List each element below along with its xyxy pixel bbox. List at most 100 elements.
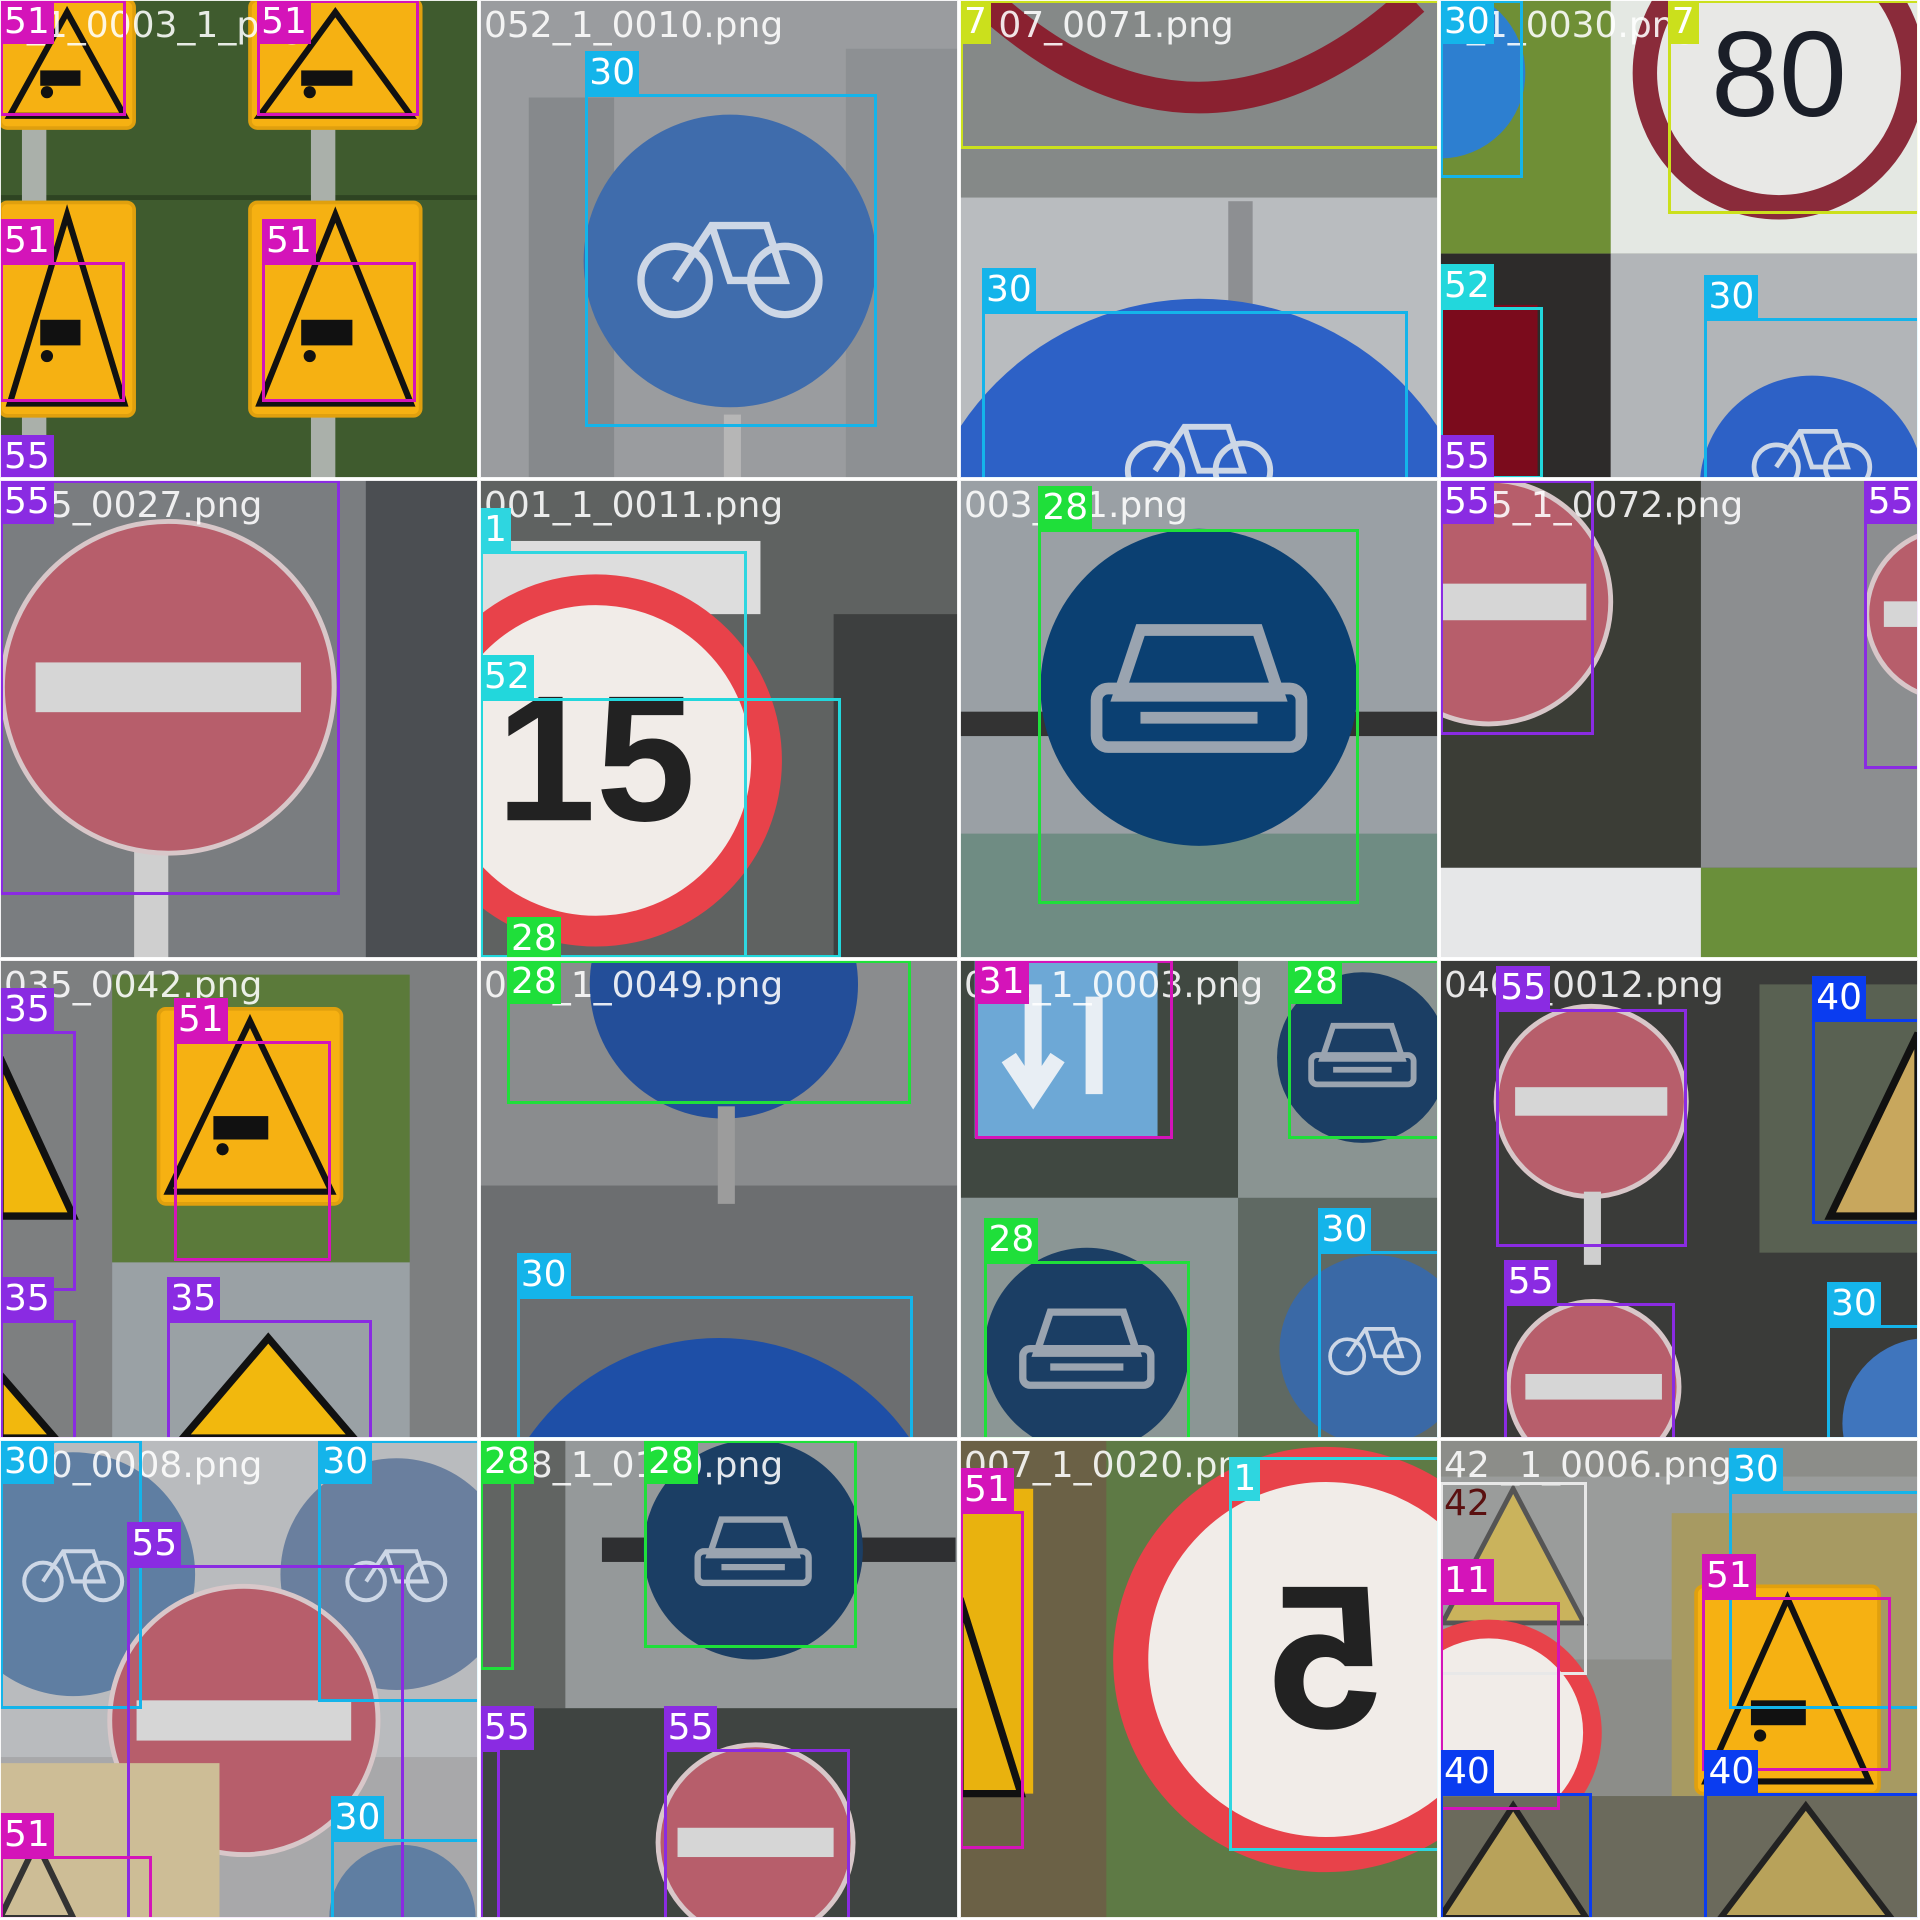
tile-filename: 007_1_0020.png	[964, 1445, 1264, 1486]
warning-sign-icon	[1824, 1031, 1918, 1220]
mosaic-tile: 028_1_0110.png 28 28 55 55	[480, 1440, 958, 1918]
tile-filename: 040 l_0012.png	[1444, 965, 1724, 1006]
detection-box: 51	[257, 0, 419, 117]
detection-class-label: 28	[1288, 960, 1342, 1004]
detection-box: 55	[127, 1521, 405, 1918]
detection-class-label: 30	[1826, 1281, 1881, 1326]
detection-box: 52	[480, 654, 842, 958]
detection-box: 30	[330, 1796, 478, 1918]
detection-box: 28	[1038, 485, 1360, 904]
warning-sign-icon	[1694, 1584, 1881, 1796]
detection-box: 30	[1826, 1281, 1918, 1438]
mosaic-tile: 15 001_1_0011.png 1 52 28	[480, 480, 958, 958]
scene-photo	[1440, 1440, 1918, 1918]
detection-class-label: 35	[0, 988, 54, 1033]
bicycle-icon	[1124, 423, 1274, 478]
blue-round-sign-icon	[1842, 1338, 1918, 1438]
detection-class-label: 42	[1444, 1482, 1490, 1524]
mosaic-tile: 055_0027.png 55	[0, 480, 478, 958]
mosaic-tile: 5 007_1_0020.png 51 1	[960, 1440, 1438, 1918]
car-icon	[694, 1516, 812, 1587]
detection-box: 28	[644, 1440, 858, 1649]
detection-class-label: 51	[0, 0, 54, 44]
bicycle-icon	[637, 221, 823, 319]
detection-class-label: 35	[166, 1277, 221, 1321]
detection-box: 30	[982, 268, 1409, 478]
bicycle-icon	[1751, 428, 1873, 478]
detection-box: 30	[516, 1252, 914, 1438]
detection-class-label: 51	[262, 219, 316, 264]
warning-sign-icon	[156, 1006, 344, 1206]
car-icon	[1019, 1308, 1155, 1389]
detection-box: 52	[1440, 264, 1543, 478]
detection-box: 40	[1704, 1749, 1918, 1918]
detection-class-label: 30	[585, 51, 640, 96]
detection-class-label: 1	[480, 508, 511, 553]
scene-photo	[960, 0, 1438, 478]
detection-class-label: 55	[0, 434, 54, 478]
detection-class-label: 28	[1038, 485, 1093, 530]
detection-class-label: 55	[1496, 965, 1551, 1010]
detection-box: 1	[1229, 1457, 1438, 1852]
speed-limit-sign-icon: 15	[480, 574, 782, 947]
detection-class-label: 28	[480, 1440, 534, 1484]
detection-box: 55	[1440, 480, 1595, 735]
detection-box: 30	[318, 1440, 478, 1703]
detection-box: 55	[1496, 965, 1688, 1247]
tile-filename: 052_1_0010.png	[484, 5, 784, 46]
mosaic-tile: 040 l_0012.png 55 40 55 30	[1440, 960, 1918, 1438]
detection-class-label: 30	[982, 268, 1036, 313]
detection-class-label: 30	[516, 1252, 571, 1297]
detection-box: 51	[1702, 1553, 1891, 1771]
tile-filename: 42 _1_0006.png	[1444, 1445, 1732, 1486]
mosaic-tile: 028_1_0049.png 28 30	[480, 960, 958, 1438]
detection-box: 28	[984, 1218, 1191, 1438]
detection-class-label: 31	[974, 960, 1029, 1004]
detection-class-label: 55	[1440, 434, 1494, 478]
detection-box: 51	[173, 997, 331, 1262]
tile-filename: 1_1_0003_1_png	[4, 5, 305, 46]
car-icon	[1308, 1022, 1417, 1088]
detection-class-label: 51	[257, 0, 311, 44]
detection-box: 30	[585, 51, 877, 428]
mosaic-tile: 7 07_0071.png 7 30	[960, 0, 1438, 478]
detection-class-label: 51	[960, 1468, 1014, 1513]
detection-class-label: 55	[663, 1705, 718, 1750]
detection-box: 30	[0, 1440, 143, 1710]
detection-box: 30	[1317, 1208, 1438, 1438]
mosaic-tile: 030_0008.png 30 30 55 51 30	[0, 1440, 478, 1918]
mosaic-tile: 055_1_0072.png 55 55	[1440, 480, 1918, 958]
detection-class-label: 52	[1440, 264, 1494, 309]
detection-box: 40	[1440, 1749, 1592, 1918]
detection-class-label: 30	[0, 1440, 54, 1484]
detection-class-label: 40	[1812, 975, 1867, 1020]
detection-box: 55	[480, 1705, 534, 1918]
detection-class-label: 40	[1440, 1749, 1494, 1794]
detection-box: 28	[506, 960, 912, 1105]
detection-class-label: 30	[330, 1796, 385, 1841]
mosaic-tile: 031_1_0003.png 31 28 28 30	[960, 960, 1438, 1438]
detection-class-label: 35	[0, 1277, 54, 1321]
blue-round-sign-icon	[583, 114, 877, 408]
speed-limit-sign-icon: 5	[1113, 1446, 1438, 1873]
detection-box: 55	[0, 480, 341, 896]
no-entry-sign-icon	[1440, 480, 1614, 727]
svg-text:5: 5	[1269, 1544, 1383, 1772]
detection-class-label: 28	[506, 960, 561, 1004]
detection-class-label: 55	[127, 1521, 182, 1566]
detection-box: 11	[1440, 1558, 1560, 1810]
svg-text:80: 80	[1711, 6, 1847, 142]
mosaic-tile: 42 _1_0006.png 42 30 11 51 40 40	[1440, 1440, 1918, 1918]
mosaic-tile: 052_1_0010.png 30	[480, 0, 958, 478]
detection-box: 31	[974, 960, 1174, 1139]
scene-photo	[1440, 480, 1918, 958]
mosaic-tile: 80 0_1_0030.png 30 7 52 55 30	[1440, 0, 1918, 478]
bicycle-icon	[345, 1549, 448, 1603]
no-entry-sign-icon	[1505, 1299, 1682, 1438]
detection-box: 40	[1812, 975, 1918, 1225]
detection-class-label: 55	[480, 1705, 534, 1750]
detection-box: 55	[1503, 1259, 1676, 1438]
blue-round-sign-icon	[528, 1338, 910, 1438]
scene-photo	[480, 1440, 958, 1918]
tile-filename: 7 07_0071.png	[964, 5, 1234, 46]
